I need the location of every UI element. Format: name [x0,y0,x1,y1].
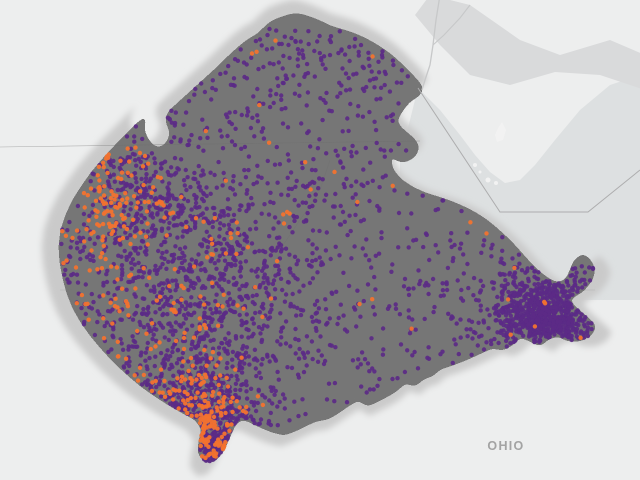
svg-text:OHIO: OHIO [487,439,524,453]
